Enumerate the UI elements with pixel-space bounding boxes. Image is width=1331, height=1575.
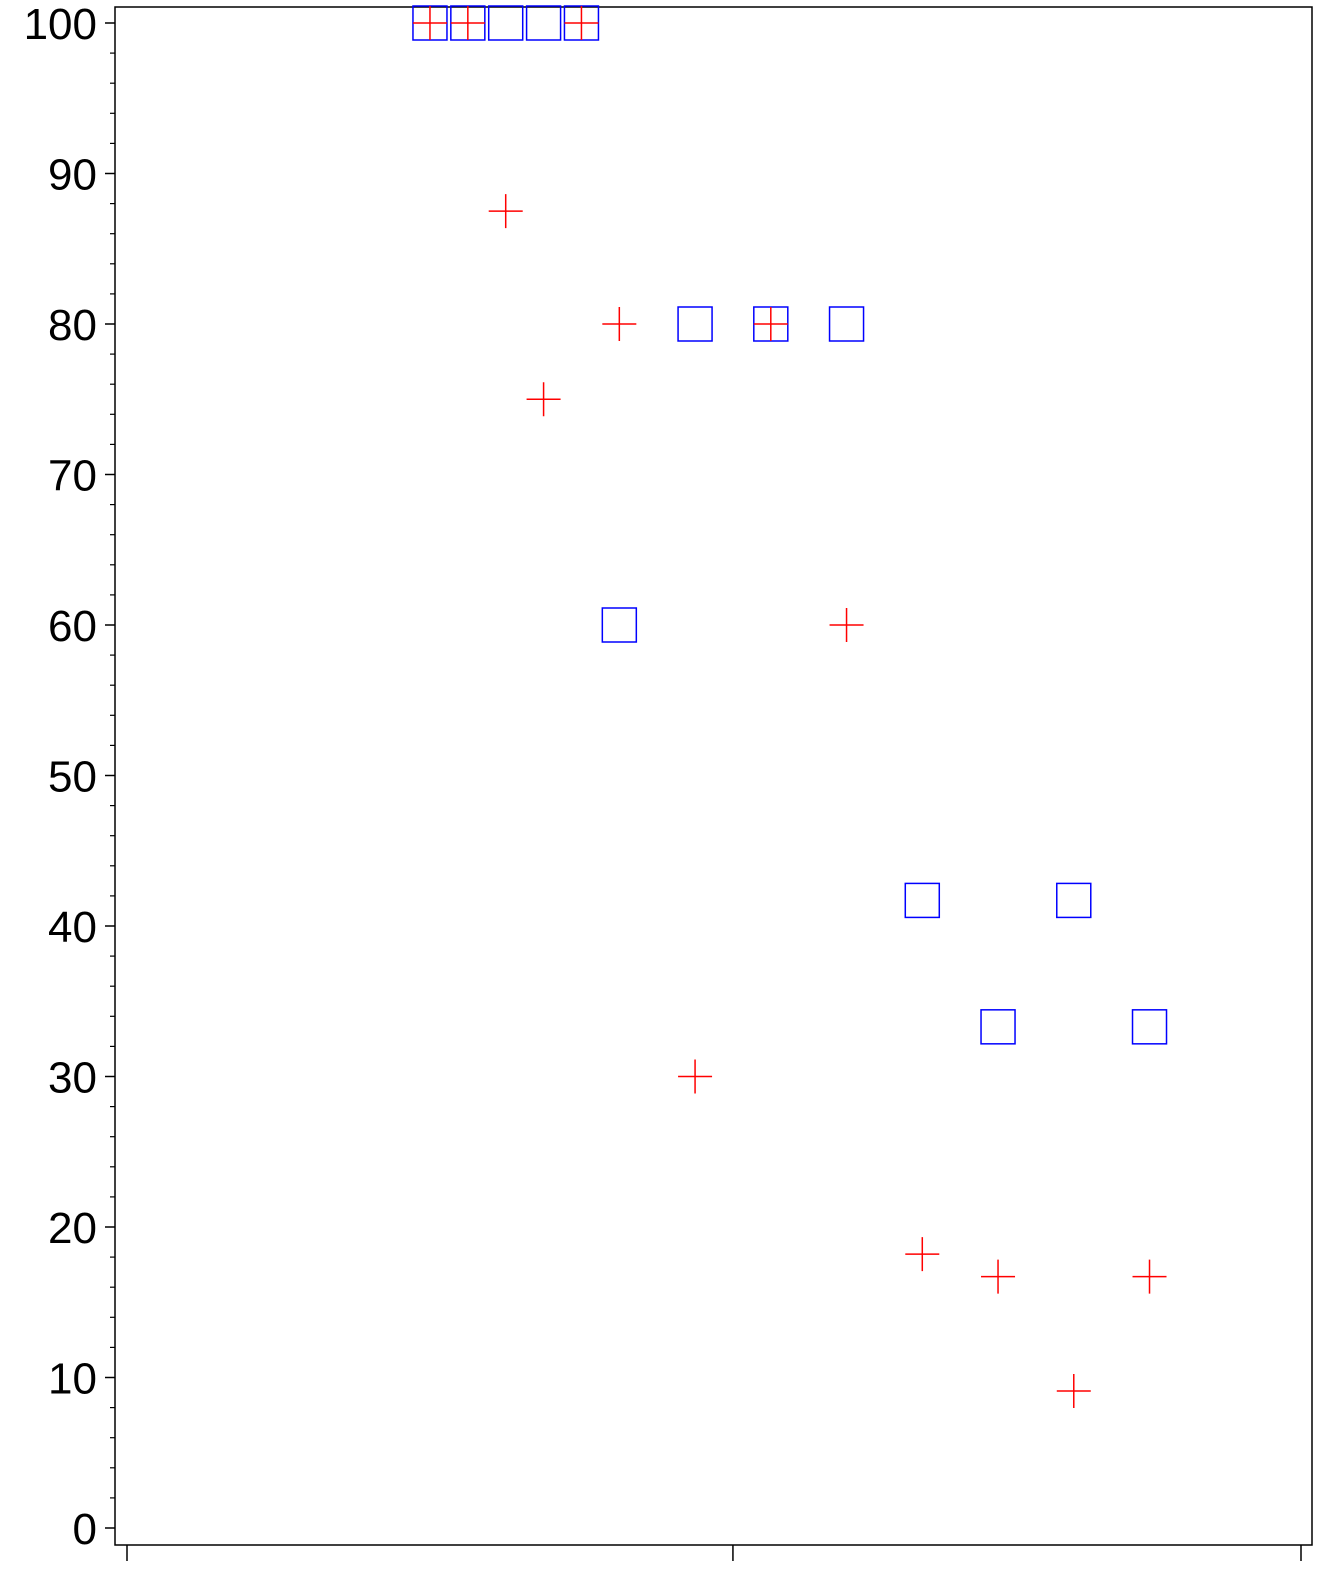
y-tick-label: 0 [73, 1505, 97, 1554]
square-point [487, 5, 524, 41]
y-tick-label: 70 [48, 452, 97, 501]
plus-point [678, 1059, 713, 1094]
square-point [980, 1009, 1016, 1045]
plus-point [1056, 1374, 1091, 1409]
plus-point [602, 307, 637, 341]
y-tick-label: 100 [24, 0, 97, 49]
square-point [601, 607, 638, 643]
data-marks [412, 5, 1168, 1409]
y-tick-label: 30 [48, 1054, 97, 1103]
y-tick-label: 40 [48, 903, 97, 952]
y-tick-label: 10 [48, 1355, 97, 1404]
plus-point [412, 6, 447, 40]
square-point [677, 306, 713, 342]
plus-point [905, 1237, 940, 1272]
plus-point [1132, 1259, 1167, 1294]
y-tick-label: 60 [48, 602, 97, 651]
y-axis: 0 10 20 30 40 50 60 70 80 90 100 [24, 0, 115, 1554]
x-axis [126, 1545, 1302, 1561]
y-tick-label: 50 [48, 753, 97, 802]
square-point [904, 882, 941, 919]
plus-point [526, 382, 561, 417]
plus-point [450, 6, 485, 40]
plus-point [829, 608, 864, 642]
plus-point [981, 1259, 1016, 1294]
y-tick-label: 80 [48, 301, 97, 350]
square-point [828, 306, 865, 342]
y-tick-label: 20 [48, 1204, 97, 1253]
y-tick-label: 90 [48, 151, 97, 200]
plus-point [564, 6, 599, 40]
square-point [525, 5, 562, 41]
square-point [1056, 882, 1092, 919]
square-point [1131, 1009, 1168, 1045]
plus-point [753, 307, 788, 341]
plus-point [488, 194, 523, 229]
plot-frame [114, 6, 1313, 1546]
